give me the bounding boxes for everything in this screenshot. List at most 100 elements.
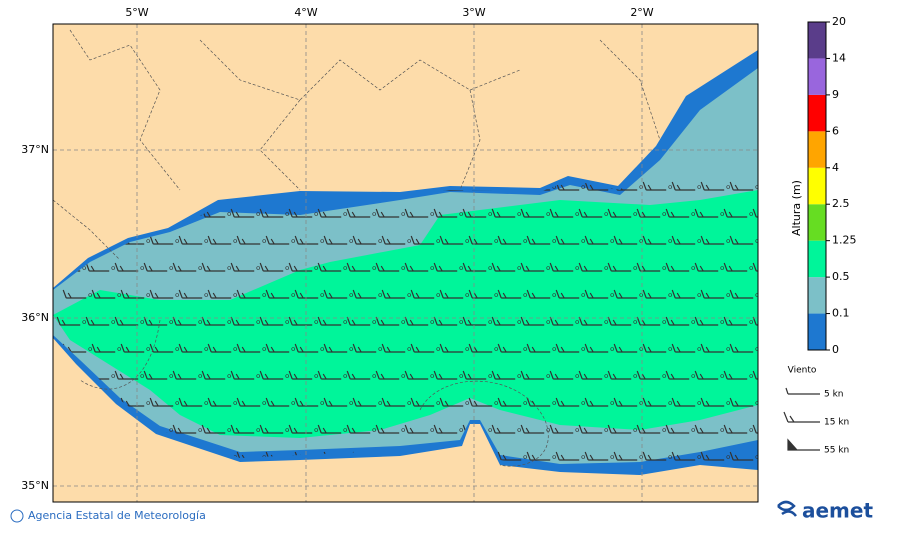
barb-station [488,374,493,378]
barb-station [726,347,731,351]
wind-barb [149,235,174,245]
wind-barb [694,424,719,434]
barb-station [720,428,725,432]
wind-legend-label: 55 kn [824,446,849,456]
barb-station [169,428,174,432]
wind-barb [317,316,342,326]
barb-station [349,347,354,351]
wind-barb [410,235,435,245]
barb-station [691,212,696,216]
barb-station [372,428,377,432]
wind-barb [236,397,261,407]
wind-barb [91,289,116,299]
wind-barb [259,208,284,218]
wind-barb [404,208,429,218]
wind-barb [207,289,232,299]
barb-station [633,374,638,378]
barb-station [639,239,644,243]
wind-barb [85,316,110,326]
wind-barb [468,397,493,407]
barb-station [779,375,782,378]
barb-station [523,401,528,405]
barb-station [262,401,267,405]
wind-barb [265,343,290,353]
barb-station [785,402,788,405]
barb-station [785,348,788,351]
wind-barb [114,316,139,326]
barb-station [662,266,667,270]
wind-barb [671,451,696,461]
wind-barb [259,316,284,326]
wind-barb [555,235,580,245]
barb-station [233,401,238,405]
wind-barb [671,343,696,353]
barb-5kn [785,387,820,395]
wind-barb [491,208,516,218]
wind-barb [752,370,758,380]
barb-station [175,293,180,297]
wind-barb [288,316,313,326]
wind-barb [439,397,464,407]
barb-station [227,320,232,324]
wind-barb [201,424,226,434]
barb-station [779,321,782,324]
barb-station [575,266,580,270]
wind-barb [114,370,139,380]
wind-barb [497,451,522,461]
wind-barb [265,289,290,299]
wind-barb [468,289,493,299]
wind-barb [584,235,609,245]
wind-barb [584,397,609,407]
aemet-logo: aemet [777,499,873,523]
wind-barb [607,262,632,272]
barb-station [430,320,435,324]
colorbar-swatch [808,167,826,205]
colorbar-swatch [808,313,826,350]
barb-station [755,293,758,297]
wind-barb [578,424,603,434]
wind-barb [729,235,754,245]
wind-barb [613,235,638,245]
wind-barb [759,344,782,352]
barb-station [488,212,493,216]
wind-barb [723,424,748,434]
copyright-icon [10,509,24,523]
wind-barb [526,235,551,245]
barb-station [111,266,116,270]
graticule: 5°W 4°W 3°W 2°W 37°N 36°N 35°N [21,6,758,502]
wind-barb [555,397,580,407]
colorbar-frame [807,21,827,351]
barb-station [117,347,122,351]
barb-station [204,239,209,243]
wind-barb [752,208,758,218]
wind-barb [294,397,319,407]
barb-station [633,212,638,216]
barb-station [430,428,435,432]
barb-station [320,293,325,297]
barb-station [610,239,615,243]
wind-barb [346,262,371,272]
wind-barb [549,370,574,380]
wind-barb [114,262,139,272]
wind-barb [671,397,696,407]
wind-barb [172,424,197,434]
wind-barb [549,262,574,272]
barb-station [459,374,464,378]
wind-barb [642,343,667,353]
colorbar-swatch [808,204,826,241]
barb-station [291,401,296,405]
barb-station [401,320,406,324]
wind-barb [759,290,782,298]
wind-barb [520,370,545,380]
sea-wave-05-125 [53,190,758,438]
wind-barb [207,235,232,245]
wind-barb [230,370,255,380]
wind-barb [607,208,632,218]
wind-barb [497,343,522,353]
wind-barb [178,289,203,299]
wind-barb [410,343,435,353]
barb-station [755,239,758,243]
barb-station [407,293,412,297]
wind-barb [433,370,458,380]
